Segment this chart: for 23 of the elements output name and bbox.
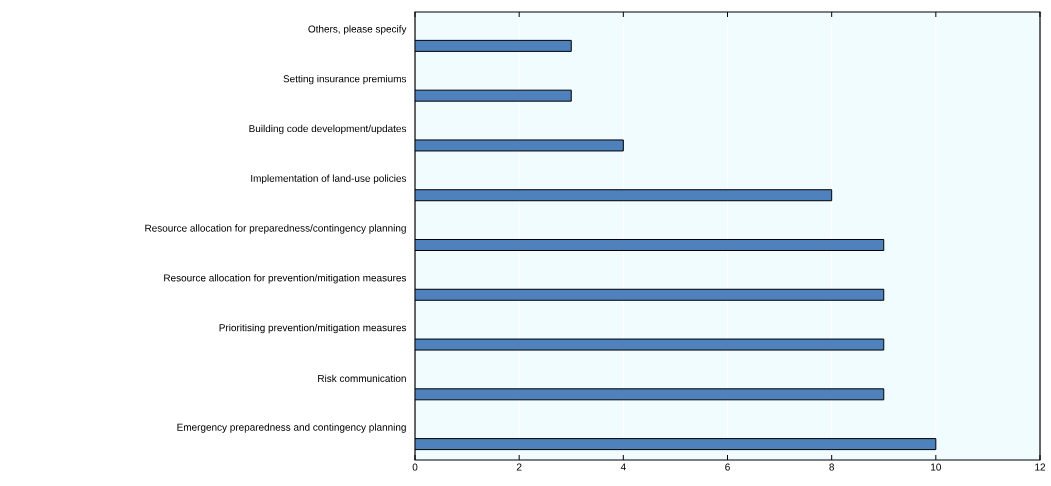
x-tick-label: 10 bbox=[931, 463, 941, 471]
x-tick-label: 0 bbox=[412, 463, 418, 471]
bar bbox=[415, 39, 572, 52]
bar bbox=[415, 388, 885, 401]
x-tick-label: 8 bbox=[829, 463, 835, 471]
y-tick-label: Others, please specify bbox=[308, 25, 407, 35]
x-tick-label: 6 bbox=[725, 463, 730, 471]
x-tick-label: 4 bbox=[620, 463, 626, 471]
y-tick-label: Setting insurance premiums bbox=[283, 75, 407, 85]
y-tick-label: Resource allocation for preparedness/contingency planning bbox=[145, 224, 406, 234]
y-tick-label: Emergency preparedness and contingency planning bbox=[177, 423, 406, 433]
x-tick-label: 12 bbox=[1035, 463, 1046, 471]
y-tick-label: Implementation of land-use policies bbox=[251, 174, 407, 184]
bar bbox=[415, 89, 572, 102]
y-tick-label: Building code development/updates bbox=[249, 124, 407, 135]
y-tick-label: Prioritising prevention/mitigation measures bbox=[219, 323, 407, 334]
bar bbox=[415, 438, 937, 451]
x-tick-label: 2 bbox=[516, 463, 522, 471]
bar bbox=[415, 239, 885, 251]
bar bbox=[415, 288, 885, 301]
bar bbox=[415, 189, 833, 202]
y-tick-label: Risk communication bbox=[318, 374, 406, 382]
y-tick-label: Resource allocation for prevention/mitigation measures bbox=[164, 274, 407, 284]
